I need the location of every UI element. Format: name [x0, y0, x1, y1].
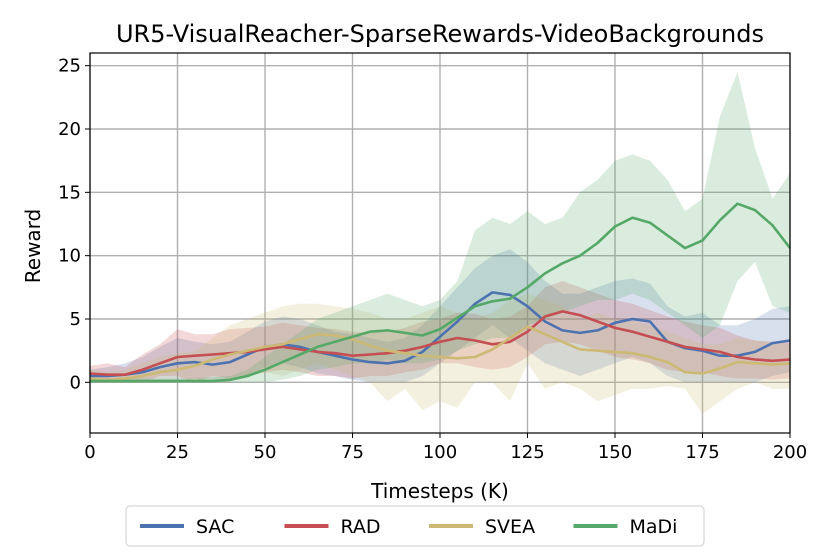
x-tick-label: 150	[598, 442, 632, 463]
x-axis-label: Timesteps (K)	[370, 479, 509, 503]
legend-label-svea: SVEA	[485, 516, 535, 538]
legend-label-sac: SAC	[196, 516, 234, 538]
x-tick-label: 175	[685, 442, 719, 463]
x-tick-label: 100	[423, 442, 457, 463]
band-madi	[90, 72, 790, 383]
axis-ticks: 0 25 50 75 100 125 150 175 200 0 5 10 15 20 25	[58, 56, 807, 463]
legend-label-madi: MaDi	[630, 516, 678, 538]
x-tick-label: 125	[510, 442, 544, 463]
series-lines	[89, 202, 792, 383]
series-line-rad	[89, 310, 791, 377]
series-line-madi	[90, 202, 792, 383]
y-tick-label: 0	[70, 372, 81, 393]
legend-box	[125, 505, 705, 547]
y-tick-label: 15	[58, 182, 81, 203]
x-tick-label: 0	[84, 442, 95, 463]
y-tick-label: 5	[70, 309, 81, 330]
confidence-bands	[90, 72, 790, 414]
y-tick-label: 10	[58, 246, 81, 267]
band-rad	[90, 281, 790, 383]
series-line-svea	[89, 325, 791, 382]
x-tick-label: 50	[254, 442, 277, 463]
x-tick-label: 200	[773, 442, 807, 463]
legend: SAC RAD SVEA MaDi	[125, 505, 705, 547]
y-tick-label: 20	[58, 119, 81, 140]
x-tick-label: 75	[341, 442, 364, 463]
grid-lines	[89, 53, 791, 433]
chart-title: UR5-VisualReacher-SparseRewards-VideoBac…	[116, 20, 764, 48]
legend-label-rad: RAD	[341, 516, 381, 538]
y-axis-label: Reward	[21, 209, 45, 283]
y-tick-label: 25	[58, 56, 81, 77]
x-tick-label: 25	[166, 442, 189, 463]
